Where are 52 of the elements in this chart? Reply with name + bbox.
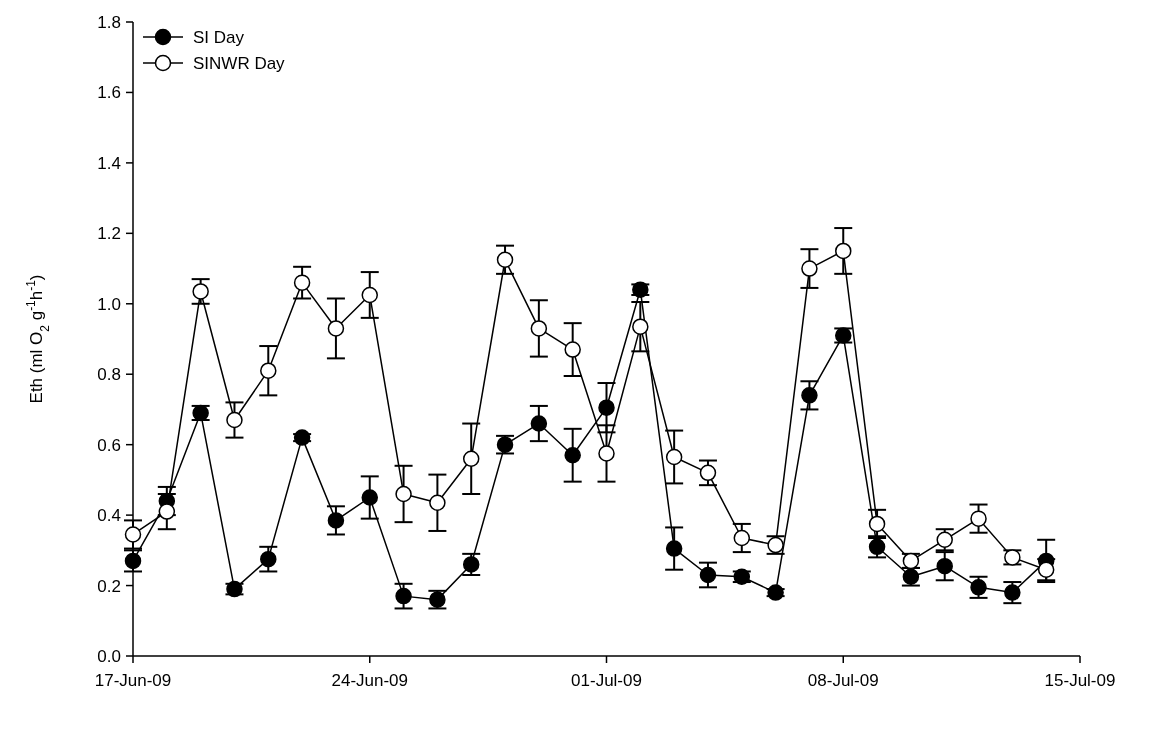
y-tick-label: 0.0 — [97, 646, 121, 666]
y-tick-label: 1.4 — [97, 153, 121, 173]
y-tick-label: 1.6 — [97, 83, 121, 103]
point — [699, 464, 717, 482]
legend-label: SI Day — [193, 27, 245, 47]
point — [226, 411, 243, 429]
y-tick-label: 1.2 — [97, 224, 121, 244]
point — [260, 550, 277, 568]
point — [395, 485, 412, 503]
point — [530, 320, 548, 337]
point — [733, 529, 751, 547]
point — [293, 274, 311, 291]
point — [462, 450, 480, 468]
point — [835, 242, 852, 260]
point — [260, 362, 277, 379]
point — [530, 415, 548, 432]
point — [192, 283, 209, 300]
x-tick-label: 08-Jul-09 — [807, 671, 879, 690]
x-tick-label: 01-Jul-09 — [571, 671, 642, 690]
y-tick-label: 1.0 — [97, 294, 121, 314]
point — [632, 318, 649, 335]
point — [801, 387, 818, 404]
x-tick-label: 17-Jun-09 — [94, 671, 172, 690]
y-tick-label: 0.4 — [97, 506, 121, 526]
point — [361, 489, 378, 506]
point — [327, 320, 345, 337]
point — [665, 448, 683, 466]
y-tick-label: 0.2 — [97, 576, 121, 596]
y-tick-label: 0.6 — [97, 435, 121, 455]
point — [124, 526, 142, 543]
point — [598, 399, 615, 416]
point — [158, 503, 176, 520]
x-tick-label: 15-Jul-09 — [1044, 671, 1116, 690]
point — [361, 286, 378, 304]
point — [1037, 561, 1055, 578]
point — [395, 587, 412, 605]
legend-label: SINWR Day — [193, 53, 286, 73]
point — [868, 515, 886, 533]
y-tick-label: 1.8 — [97, 12, 121, 32]
point — [496, 251, 514, 268]
point — [598, 445, 615, 462]
point — [970, 510, 987, 527]
point — [564, 341, 581, 358]
point — [936, 557, 953, 575]
point — [564, 446, 581, 464]
point — [665, 540, 683, 557]
point — [429, 494, 446, 512]
y-tick-label: 0.8 — [97, 365, 121, 385]
point — [699, 566, 717, 584]
point — [801, 260, 818, 277]
x-tick-label: 24-Jun-09 — [331, 671, 409, 690]
point — [327, 512, 345, 529]
